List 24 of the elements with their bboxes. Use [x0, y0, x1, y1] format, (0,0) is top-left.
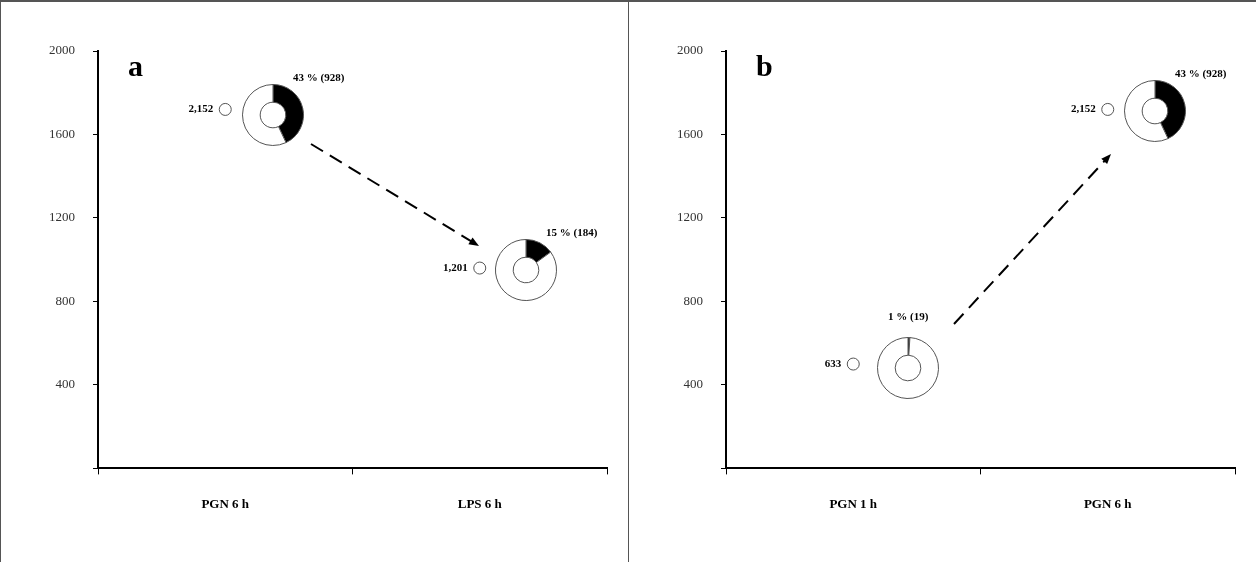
text: 43 % (928) — [1175, 67, 1227, 79]
annotation: 2,152 — [1071, 102, 1097, 115]
text: 15 % (184) — [546, 226, 598, 238]
annotation: 2,152 — [188, 102, 214, 115]
y-tick-label: 400 — [55, 376, 75, 392]
x-tick-label: PGN 1 h — [829, 495, 878, 511]
y-tick-label: 800 — [683, 292, 703, 308]
y-tick-label: 2000 — [49, 42, 75, 58]
x-tick-label: LPS 6 h — [457, 495, 503, 511]
annotation: 1,201 — [443, 260, 468, 273]
y-tick-label: 1600 — [677, 125, 703, 141]
y-tick-label: 1200 — [677, 209, 703, 225]
text: 1 % (19) — [888, 310, 929, 322]
text: 43 % (928) — [293, 71, 345, 83]
y-tick-label: 1600 — [49, 125, 75, 141]
x-tick-label: PGN 6 h — [1083, 495, 1133, 511]
y-tick-label: 2000 — [677, 42, 703, 58]
chart-title: b — [756, 48, 773, 82]
chart-title: a — [128, 48, 143, 82]
y-tick-label: 400 — [683, 376, 703, 392]
y-tick-label: 800 — [55, 292, 75, 308]
y-tick-label: 1200 — [49, 209, 75, 225]
annotation: 633 — [824, 356, 842, 369]
x-tick-label: PGN 6 h — [201, 495, 250, 511]
